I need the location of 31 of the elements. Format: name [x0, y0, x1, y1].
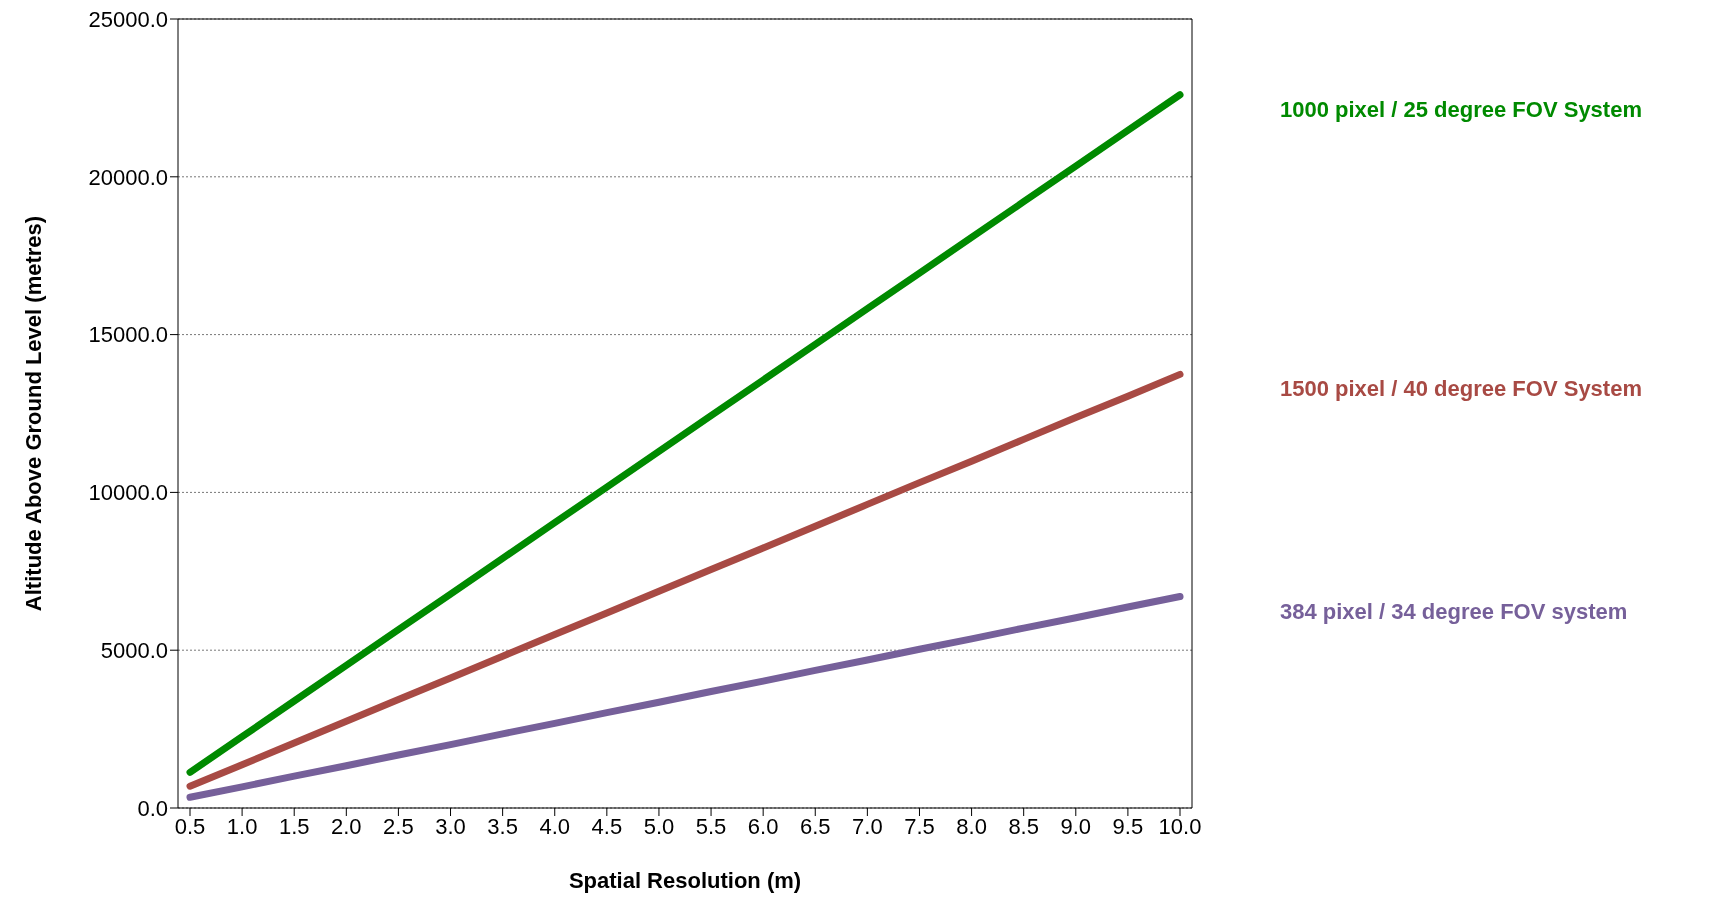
y-tick-label: 25000.0 [88, 6, 168, 32]
x-tick-label: 5.0 [643, 813, 675, 839]
x-tick-label: 7.0 [852, 813, 883, 839]
y-tick-label: 10000.0 [88, 480, 168, 506]
x-tick-label: 3.0 [435, 813, 466, 839]
x-tick-label: 3.5 [487, 813, 518, 839]
y-tick-label: 15000.0 [88, 322, 168, 348]
x-tick-label: 2.0 [331, 813, 362, 839]
x-tick-label: 9.5 [1112, 813, 1144, 839]
x-tick-label: 6.5 [799, 813, 831, 839]
y-tick-label: 0.0 [137, 795, 168, 821]
x-axis-title: Spatial Resolution (m) [568, 868, 802, 893]
x-tick-label: 0.5 [174, 813, 206, 839]
x-tick-label: 5.5 [695, 813, 727, 839]
text: 384 pixel / 34 degree FOV system [1280, 598, 1628, 624]
x-tick-label: 2.5 [383, 813, 414, 839]
x-tick-label: 8.0 [956, 813, 987, 839]
x-tick-label: 4.5 [591, 813, 623, 839]
text: 1000 pixel / 25 degree FOV System [1280, 96, 1642, 122]
x-tick-label: 1.0 [226, 813, 258, 839]
x-tick-label: 1.5 [278, 813, 310, 839]
x-tick-label: 8.5 [1008, 813, 1039, 839]
x-tick-label: 7.5 [904, 813, 935, 839]
x-tick-label: 6.0 [747, 813, 779, 839]
x-tick-label: 4.0 [539, 813, 571, 839]
x-tick-label: 9.0 [1060, 813, 1092, 839]
text: 1500 pixel / 40 degree FOV System [1280, 376, 1642, 402]
y-tick-label: 20000.0 [88, 164, 168, 190]
x-tick-label: 10.0 [1158, 813, 1202, 839]
y-tick-label: 5000.0 [100, 638, 168, 664]
y-axis-title: Altitude Above Ground Level (metres) [20, 215, 46, 612]
